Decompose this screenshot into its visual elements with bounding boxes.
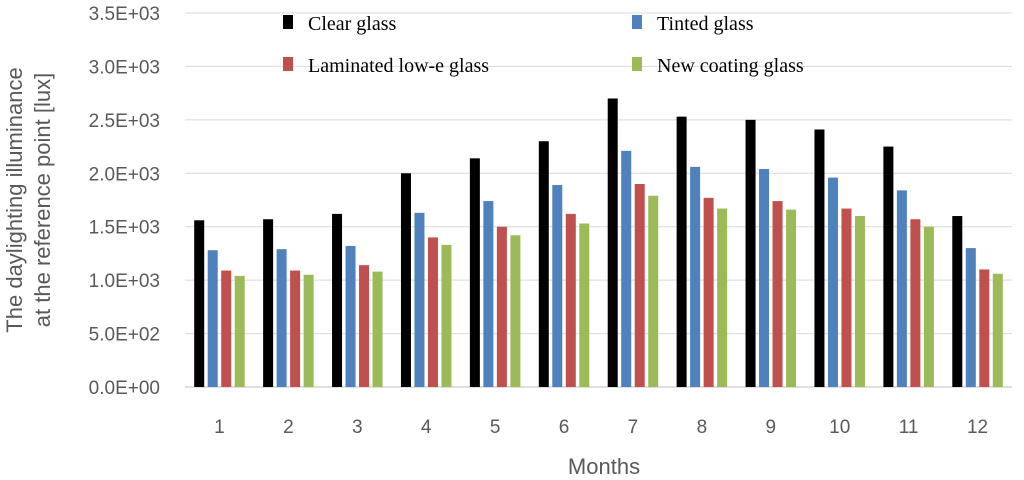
x-axis-title: Months <box>568 454 640 479</box>
bar <box>786 209 797 387</box>
legend-swatch <box>632 15 642 29</box>
bar <box>483 201 494 387</box>
legend-label: Clear glass <box>308 13 397 35</box>
x-tick-label: 10 <box>829 417 850 438</box>
y-axis-ticks: 0.0E+00 5.0E+02 1.0E+03 1.5E+03 2.0E+03 2.5E+… <box>89 4 160 399</box>
bars <box>194 98 1003 387</box>
x-tick-label: 2 <box>283 417 294 438</box>
bar <box>510 235 521 387</box>
bar <box>579 223 590 387</box>
bar <box>703 197 714 387</box>
legend-label: New coating glass <box>657 55 804 77</box>
bar <box>745 119 756 387</box>
y-tick-label: 2.0E+03 <box>89 164 160 185</box>
bar <box>263 219 274 387</box>
bar <box>400 173 411 387</box>
bar <box>883 146 894 387</box>
bar <box>676 116 687 387</box>
bar <box>372 271 383 387</box>
x-tick-label: 11 <box>899 417 919 438</box>
bar <box>759 169 770 387</box>
gridlines <box>185 12 1012 388</box>
bar <box>538 141 549 387</box>
y-tick-label: 2.5E+03 <box>89 111 160 132</box>
bar <box>194 220 205 387</box>
legend-swatch <box>283 57 293 71</box>
bar <box>965 248 976 387</box>
bar <box>552 185 563 387</box>
y-axis-title: The daylighting illuminance at the refer… <box>2 67 55 332</box>
bar <box>607 98 618 387</box>
y-axis-title-line2: at the reference point [lux] <box>30 73 55 327</box>
bar <box>332 213 343 387</box>
bar <box>690 166 701 387</box>
bar <box>234 275 245 387</box>
x-tick-label: 7 <box>628 417 639 438</box>
legend: Clear glass Tinted glass Laminated low-e g… <box>283 13 804 77</box>
legend-label: Laminated low-e glass <box>308 55 489 77</box>
bar <box>345 245 356 387</box>
x-tick-label: 6 <box>559 417 570 438</box>
bar <box>896 190 907 387</box>
bar <box>841 208 852 387</box>
x-tick-label: 4 <box>421 417 432 438</box>
bar <box>634 183 645 387</box>
bar <box>290 270 301 387</box>
bar <box>923 226 934 387</box>
bar <box>276 249 287 387</box>
bar <box>621 150 632 387</box>
bar <box>814 129 825 387</box>
bar <box>414 212 425 387</box>
x-tick-label: 1 <box>214 417 225 438</box>
bar <box>303 274 314 387</box>
bar <box>207 250 218 387</box>
bar <box>717 208 728 387</box>
bar <box>221 270 232 387</box>
bar <box>854 216 865 387</box>
legend-label: Tinted glass <box>657 13 754 35</box>
x-tick-label: 8 <box>697 417 708 438</box>
legend-swatch <box>632 57 642 71</box>
x-tick-label: 3 <box>352 417 363 438</box>
x-tick-label: 5 <box>490 417 501 438</box>
bar <box>648 195 659 387</box>
y-tick-label: 3.0E+03 <box>89 57 160 78</box>
legend-swatch <box>283 15 293 29</box>
y-tick-label: 5.0E+02 <box>89 325 160 346</box>
bar <box>827 177 838 387</box>
bar <box>910 219 921 387</box>
bar <box>441 244 452 387</box>
y-tick-label: 3.5E+03 <box>89 4 160 25</box>
bar <box>427 237 438 387</box>
y-tick-label: 1.5E+03 <box>89 218 160 239</box>
x-axis-ticks: 1 2 3 4 5 6 7 8 9 10 11 12 <box>214 417 988 438</box>
bar <box>359 265 370 387</box>
bar <box>979 269 990 387</box>
bar <box>772 201 783 387</box>
x-tick-label: 12 <box>967 417 988 438</box>
bar <box>565 213 576 387</box>
y-tick-label: 1.0E+03 <box>89 271 160 292</box>
bar <box>992 273 1003 387</box>
y-tick-label: 0.0E+00 <box>89 378 160 399</box>
bar <box>469 158 480 387</box>
y-axis-title-line1: The daylighting illuminance <box>2 67 27 332</box>
bar <box>952 216 963 387</box>
x-tick-label: 9 <box>766 417 777 438</box>
bar <box>496 226 507 387</box>
